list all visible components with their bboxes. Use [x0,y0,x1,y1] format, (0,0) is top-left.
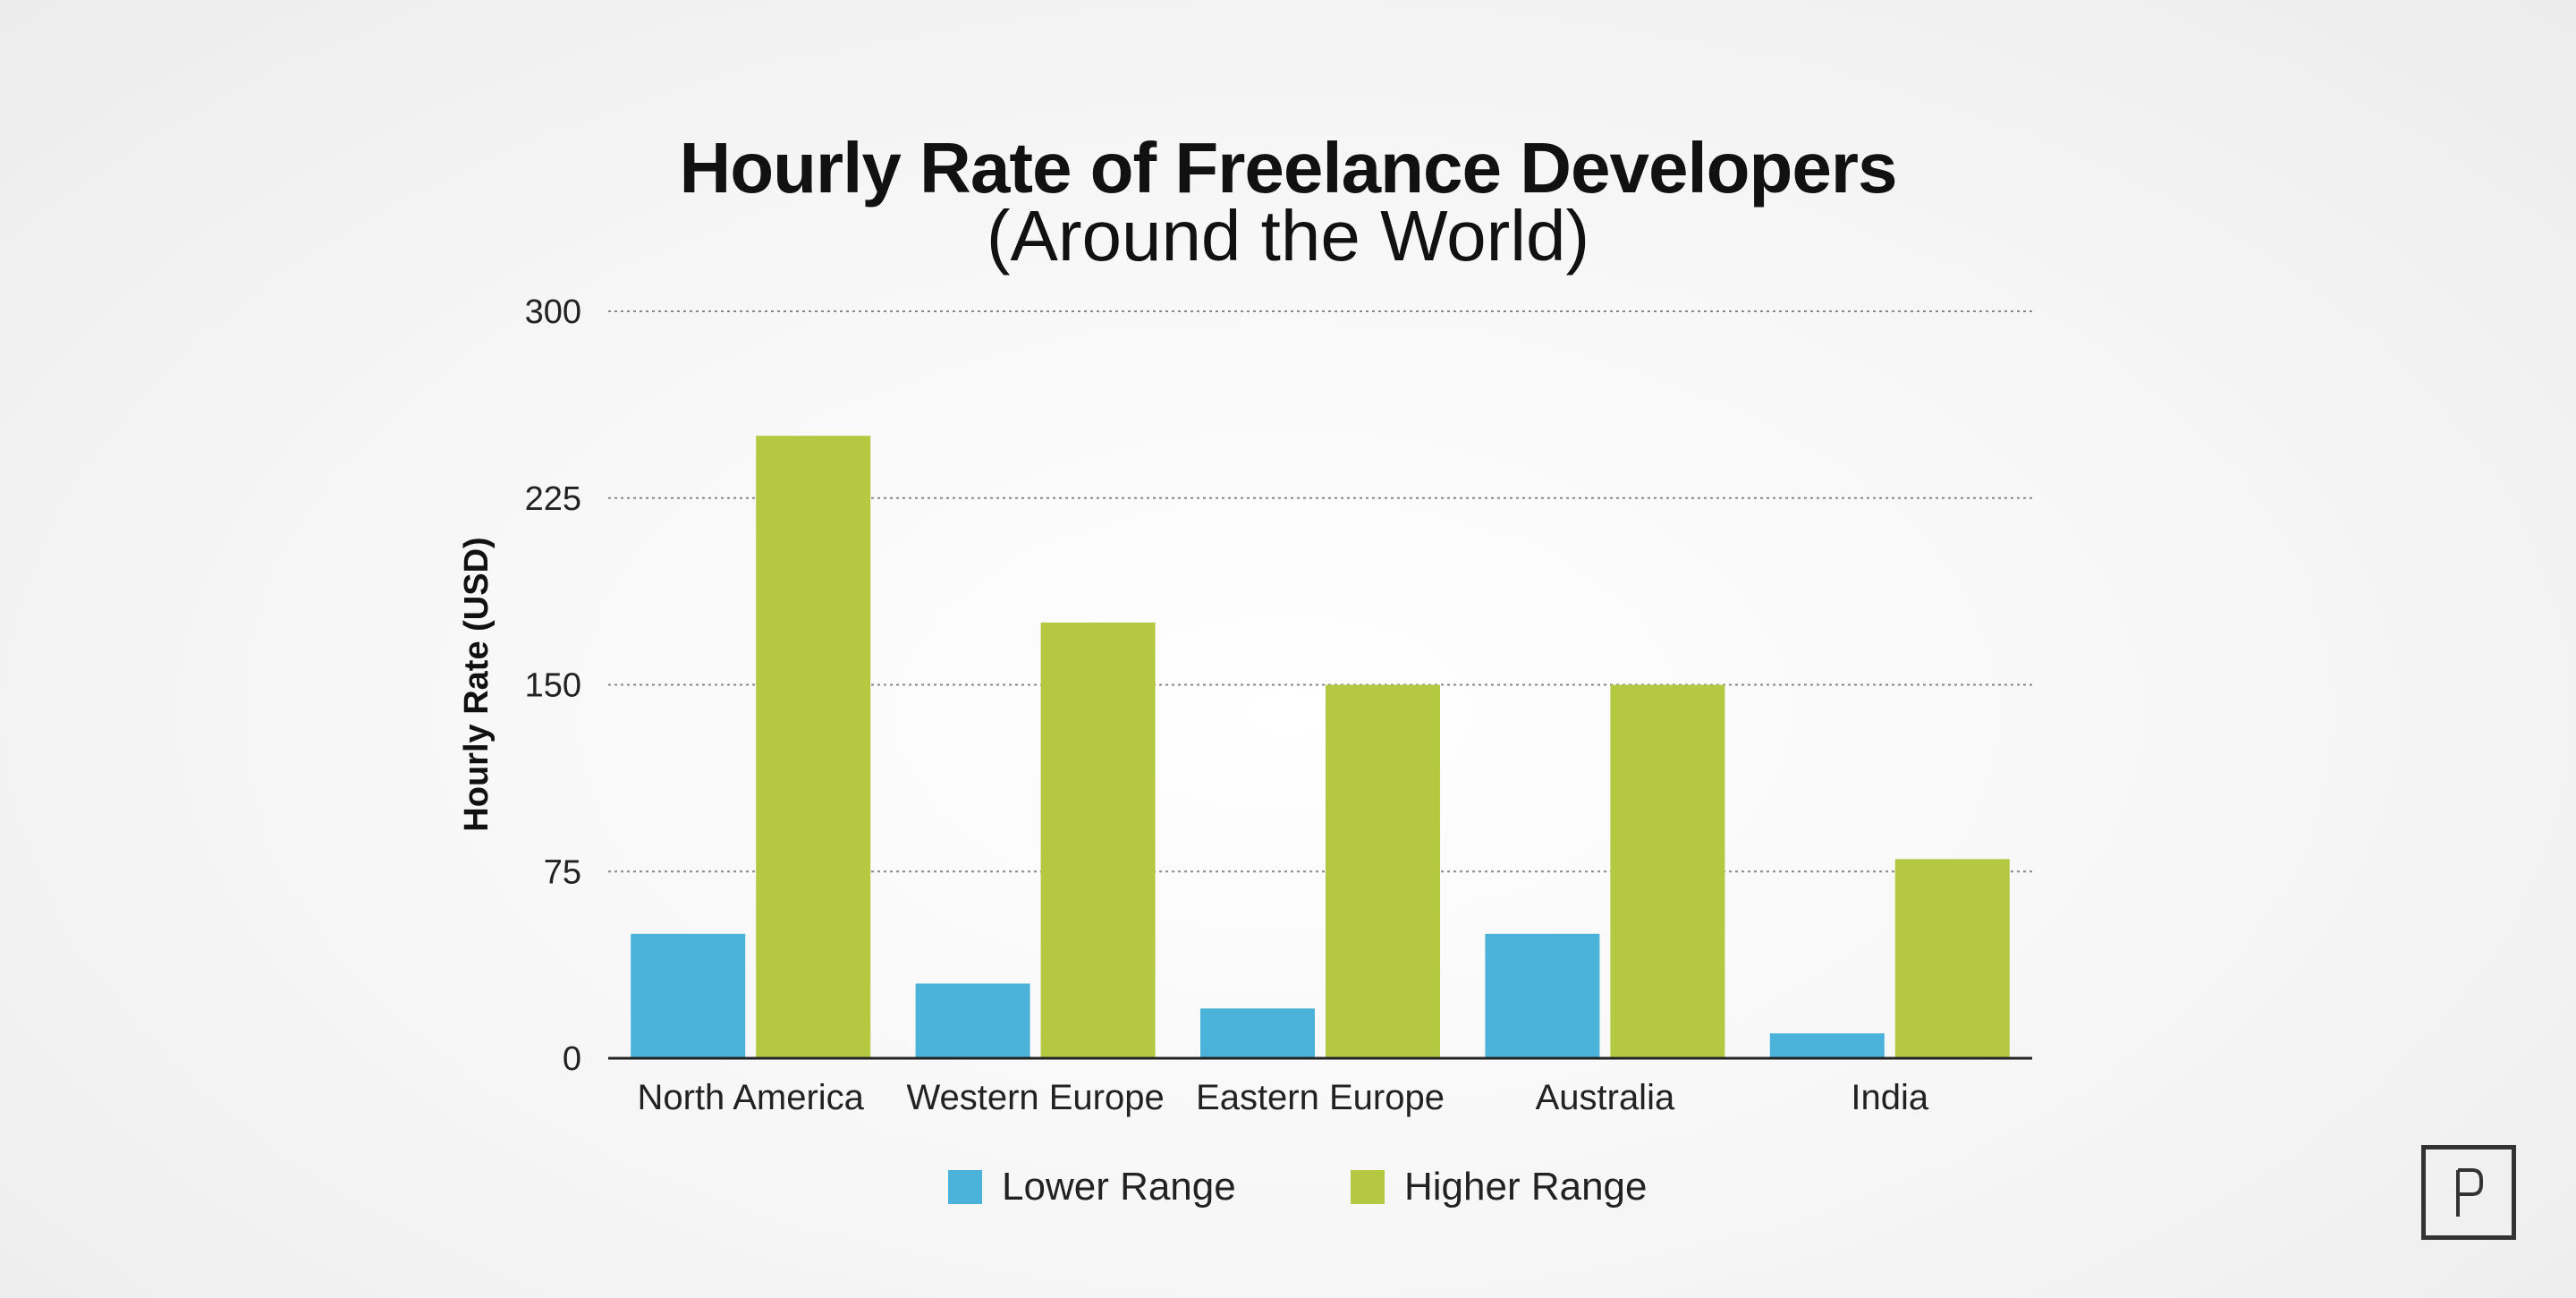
y-tick-label: 225 [525,480,581,518]
bar-higher-range-india [1894,859,2010,1058]
y-tick-label: 300 [525,293,581,331]
legend-label-higher-range: Higher Range [1404,1165,1648,1209]
legend: Lower Range Higher Range [0,1160,2576,1214]
y-tick-label: 75 [544,853,581,891]
legend-swatch-lower-range [948,1170,982,1204]
tick-labels: 0 75 150 225 300 North America Western Europe E… [525,293,1929,1117]
chart-title: Hourly Rate of Freelance Developers [679,128,1897,208]
bar-higher-range-eastern-europe [1326,684,1440,1058]
bar-lower-range-australia [1485,933,1600,1058]
bar-higher-range-north-america [756,436,871,1059]
y-tick-label: 150 [525,667,581,705]
bar-lower-range-western-europe [915,983,1030,1058]
y-axis-title: Hourly Rate (USD) [458,537,496,831]
x-tick-label: Western Europe [906,1078,1164,1117]
bar-higher-range-australia [1610,684,1725,1058]
x-tick-label: North America [637,1078,864,1117]
x-tick-label: Australia [1536,1078,1675,1117]
bars [631,436,2010,1059]
legend-swatch-higher-range [1351,1170,1385,1204]
bar-lower-range-north-america [631,933,746,1058]
p-logo-icon [2421,1145,2516,1240]
legend-item-higher-range: Higher Range [1351,1160,1648,1214]
bar-lower-range-eastern-europe [1200,1008,1315,1058]
legend-item-lower-range: Lower Range [948,1160,1236,1214]
x-tick-label: India [1851,1078,1928,1117]
bar-higher-range-western-europe [1040,622,1156,1058]
legend-label-lower-range: Lower Range [1002,1165,1236,1209]
bar-lower-range-india [1769,1033,1885,1058]
chart-subtitle: (Around the World) [986,196,1590,276]
p-logo-glyph [2456,1168,2483,1217]
y-tick-label: 0 [563,1040,581,1078]
x-tick-label: Eastern Europe [1196,1078,1445,1117]
